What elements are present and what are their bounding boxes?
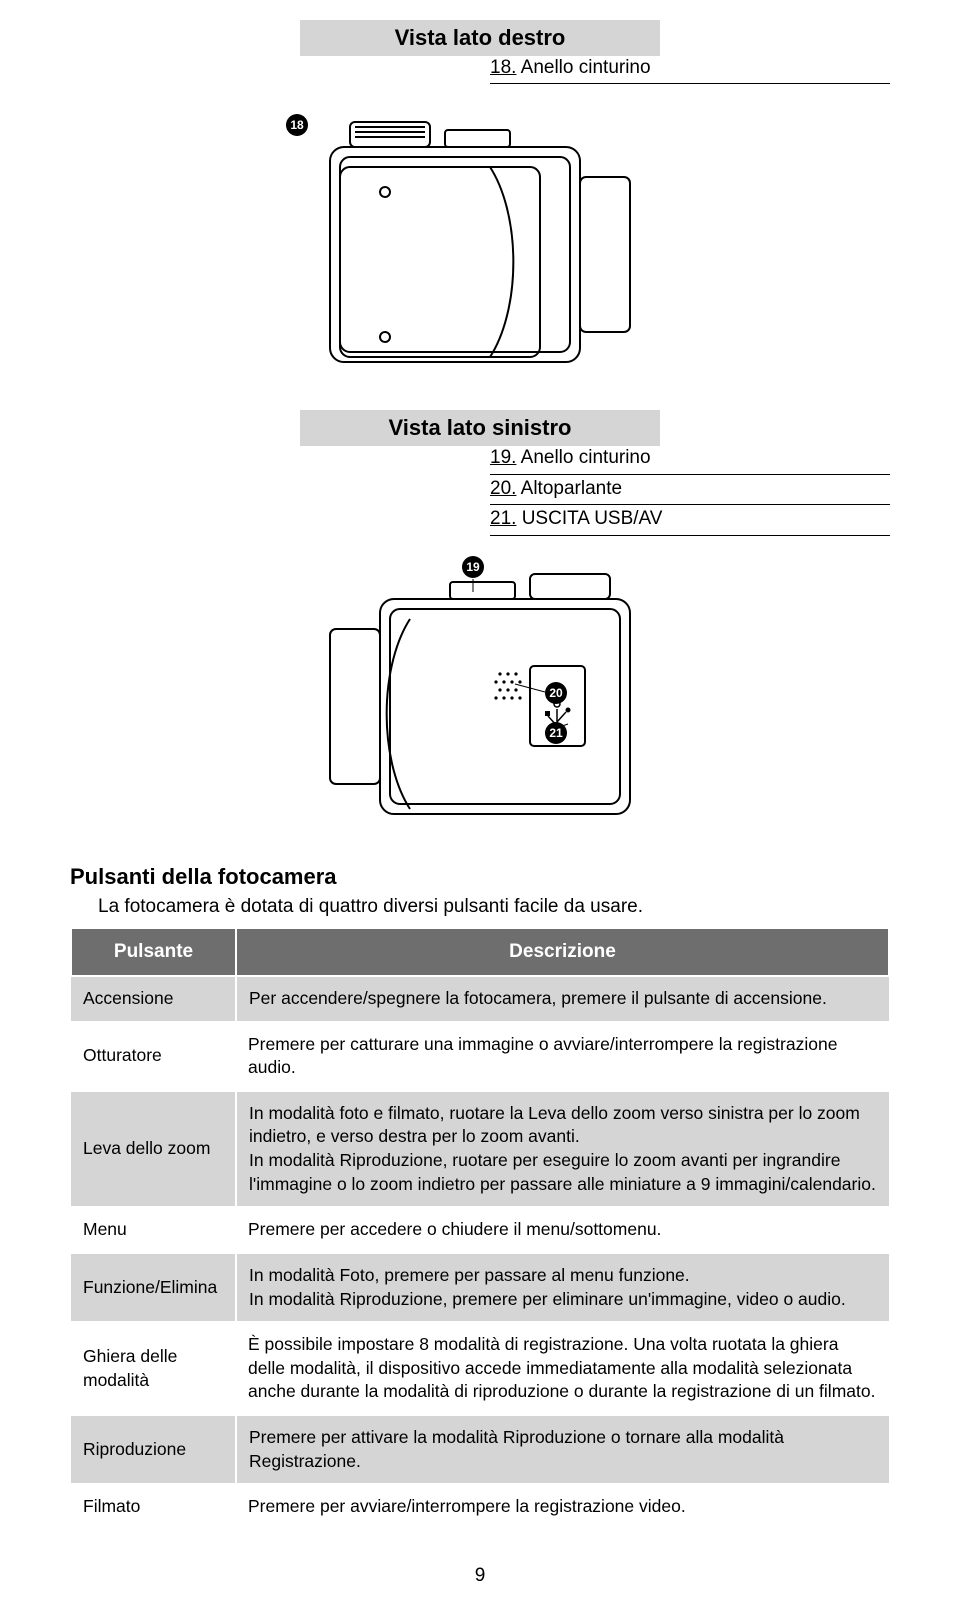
label-num: 18. — [490, 57, 516, 78]
table-cell-desc: Premere per avviare/interrompere la regi… — [236, 1484, 889, 1530]
table-cell-name: Leva dello zoom — [71, 1091, 236, 1208]
table-cell-name: Riproduzione — [71, 1415, 236, 1484]
camera-right-side-diagram: 18 — [300, 92, 660, 392]
table-cell-desc: Per accendere/spegnere la fotocamera, pr… — [236, 976, 889, 1022]
section-header-left: Vista lato sinistro — [300, 410, 660, 446]
camera-right-svg — [300, 92, 660, 392]
label-text: USCITA USB/AV — [522, 508, 663, 529]
table-row: Leva dello zoomIn modalità foto e filmat… — [71, 1091, 889, 1208]
label-num: 20. — [490, 478, 516, 499]
label-line: 20. Altoparlante — [490, 475, 890, 506]
table-cell-desc: È possibile impostare 8 modalità di regi… — [236, 1322, 889, 1415]
callout-19-icon: 19 — [462, 556, 484, 578]
page-number: 9 — [70, 1563, 890, 1589]
label-line: 21. USCITA USB/AV — [490, 505, 890, 536]
table-cell-desc: Premere per accedere o chiudere il menu/… — [236, 1207, 889, 1253]
table-row: AccensionePer accendere/spegnere la foto… — [71, 976, 889, 1022]
label-text: Anello cinturino — [521, 447, 651, 468]
camera-left-side-diagram: 19 20 21 — [300, 544, 660, 844]
label-line: 19. Anello cinturino — [490, 444, 890, 475]
camera-left-svg — [300, 544, 660, 844]
label-num: 21. — [490, 508, 516, 529]
table-cell-desc: In modalità Foto, premere per passare al… — [236, 1253, 889, 1322]
table-header-name: Pulsante — [71, 928, 236, 976]
section-header-right: Vista lato destro — [300, 20, 660, 56]
table-cell-desc: Premere per catturare una immagine o avv… — [236, 1022, 889, 1091]
label-line: 18. Anello cinturino — [490, 54, 890, 85]
table-row: RiproduzionePremere per attivare la moda… — [71, 1415, 889, 1484]
table-cell-name: Funzione/Elimina — [71, 1253, 236, 1322]
table-header-desc: Descrizione — [236, 928, 889, 976]
table-row: OtturatorePremere per catturare una imma… — [71, 1022, 889, 1091]
buttons-subtext: La fotocamera è dotata di quattro divers… — [98, 894, 890, 920]
table-row: FilmatoPremere per avviare/interrompere … — [71, 1484, 889, 1530]
callout-21-icon: 21 — [545, 722, 567, 744]
label-num: 19. — [490, 447, 516, 468]
callout-20-icon: 20 — [545, 682, 567, 704]
table-row: Ghiera delle modalitàÈ possibile imposta… — [71, 1322, 889, 1415]
table-cell-name: Filmato — [71, 1484, 236, 1530]
buttons-heading: Pulsanti della fotocamera — [70, 862, 890, 892]
table-row: Funzione/EliminaIn modalità Foto, premer… — [71, 1253, 889, 1322]
table-cell-desc: Premere per attivare la modalità Riprodu… — [236, 1415, 889, 1484]
table-cell-name: Accensione — [71, 976, 236, 1022]
right-view-labels: 18. Anello cinturino — [490, 54, 890, 85]
label-text: Altoparlante — [521, 478, 622, 499]
table-cell-name: Menu — [71, 1207, 236, 1253]
table-cell-desc: In modalità foto e filmato, ruotare la L… — [236, 1091, 889, 1208]
buttons-table: Pulsante Descrizione AccensionePer accen… — [70, 927, 890, 1531]
table-row: MenuPremere per accedere o chiudere il m… — [71, 1207, 889, 1253]
table-cell-name: Ghiera delle modalità — [71, 1322, 236, 1415]
table-cell-name: Otturatore — [71, 1022, 236, 1091]
label-text: Anello cinturino — [521, 57, 651, 78]
left-view-labels: 19. Anello cinturino 20. Altoparlante 21… — [490, 444, 890, 536]
